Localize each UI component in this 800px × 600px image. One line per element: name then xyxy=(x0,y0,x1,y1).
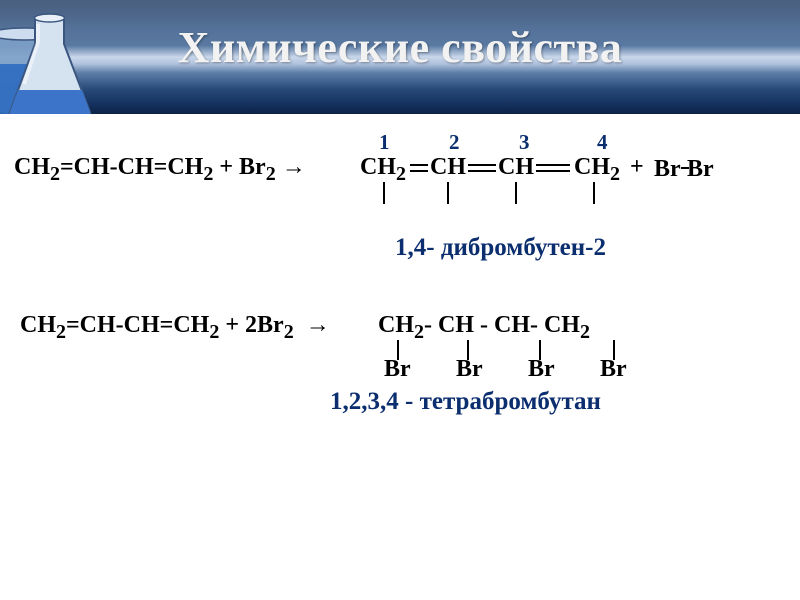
slide-body: 1 2 3 4 СН2=СН-СН=СН2 + Br2 → CH2 CH CH … xyxy=(0,114,800,600)
atom-number-1: 1 xyxy=(379,130,390,155)
slide-title: Химические свойства xyxy=(0,22,800,73)
eq1-br2: Br xyxy=(687,156,714,183)
eq2-br-4: Br xyxy=(600,356,627,383)
eq2-br-3: Br xyxy=(528,356,555,383)
product2-name: 1,2,3,4 - тетрабромбутан xyxy=(330,388,601,416)
atom-number-4: 4 xyxy=(597,130,608,155)
slide: Химические свойства 1 2 3 4 СН2=СН-СН=СН… xyxy=(0,0,800,600)
atom-number-3: 3 xyxy=(519,130,530,155)
eq2-br-1: Br xyxy=(384,356,411,383)
eq2-lhs: СН2=СН-СН=СН2 + 2Br2 → xyxy=(20,312,330,344)
atom-number-2: 2 xyxy=(449,130,460,155)
eq1-lhs: СН2=СН-СН=СН2 + Br2 → xyxy=(14,154,306,186)
eq2-br-2: Br xyxy=(456,356,483,383)
product1-name: 1,4- дибромбутен-2 xyxy=(395,234,606,262)
eq1-bonds xyxy=(350,154,650,214)
header-band: Химические свойства xyxy=(0,0,800,114)
eq1-br1: Br xyxy=(654,156,681,183)
